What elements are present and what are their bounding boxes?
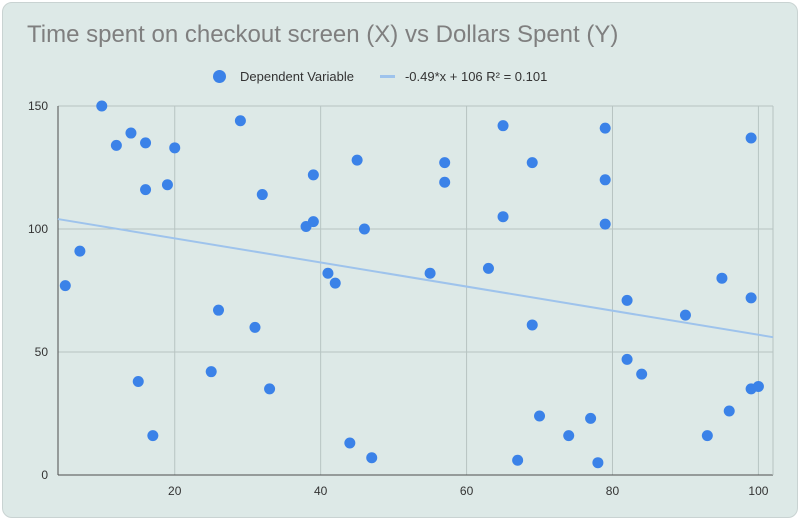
data-point <box>344 437 356 449</box>
data-point <box>592 457 604 469</box>
data-point <box>264 383 276 395</box>
x-tick-label: 60 <box>460 484 474 498</box>
data-point <box>585 412 597 424</box>
x-tick-label: 80 <box>606 484 620 498</box>
data-point <box>599 218 611 230</box>
data-point <box>358 223 370 235</box>
data-point <box>512 454 524 466</box>
legend-trendline-label: -0.49*x + 106 R² = 0.101 <box>404 68 548 84</box>
data-point <box>679 309 691 321</box>
legend-series-marker <box>213 69 226 83</box>
data-point <box>534 410 546 422</box>
data-point <box>322 267 334 279</box>
x-tick-label: 20 <box>168 484 182 498</box>
data-point <box>140 137 152 149</box>
data-point <box>74 245 86 257</box>
data-point <box>169 142 181 154</box>
data-point <box>745 132 757 144</box>
data-point <box>752 380 764 392</box>
data-point <box>125 127 137 139</box>
data-point <box>424 267 436 279</box>
y-tick-label: 150 <box>28 99 48 113</box>
data-point <box>161 179 173 191</box>
y-tick-label: 100 <box>28 222 48 236</box>
data-point <box>205 366 217 378</box>
x-tick-label: 40 <box>314 484 328 498</box>
data-point <box>329 277 341 289</box>
data-point <box>636 368 648 380</box>
data-point <box>621 294 633 306</box>
data-point <box>307 216 319 228</box>
data-point <box>140 184 152 196</box>
data-point <box>439 176 451 188</box>
data-point <box>497 211 509 223</box>
legend-series-label: Dependent Variable <box>240 68 354 84</box>
y-tick-label: 50 <box>35 345 49 359</box>
data-point <box>366 452 378 464</box>
data-point <box>213 304 225 316</box>
data-point <box>621 353 633 365</box>
data-point <box>497 120 509 132</box>
data-point <box>563 430 575 442</box>
data-point <box>599 122 611 134</box>
trendline <box>57 218 774 339</box>
data-point <box>723 405 735 417</box>
data-point <box>234 115 246 127</box>
data-point <box>59 280 71 292</box>
data-point <box>110 139 122 151</box>
data-point <box>599 174 611 186</box>
legend: Dependent Variable -0.49*x + 106 R² = 0.… <box>213 65 547 87</box>
data-point <box>147 430 159 442</box>
data-point <box>716 272 728 284</box>
data-point <box>482 262 494 274</box>
data-point <box>96 100 108 112</box>
x-tick-label: 100 <box>748 484 768 498</box>
y-tick-label: 0 <box>41 468 48 482</box>
data-point <box>701 430 713 442</box>
data-point <box>439 157 451 169</box>
data-point <box>132 376 144 388</box>
legend-trendline-marker <box>379 74 395 78</box>
data-point <box>745 292 757 304</box>
data-point <box>526 319 538 331</box>
chart-title: Time spent on checkout screen (X) vs Dol… <box>27 21 619 48</box>
data-point <box>307 169 319 181</box>
data-point <box>526 157 538 169</box>
data-point <box>256 189 268 201</box>
data-point <box>249 321 261 333</box>
data-point <box>351 154 363 166</box>
